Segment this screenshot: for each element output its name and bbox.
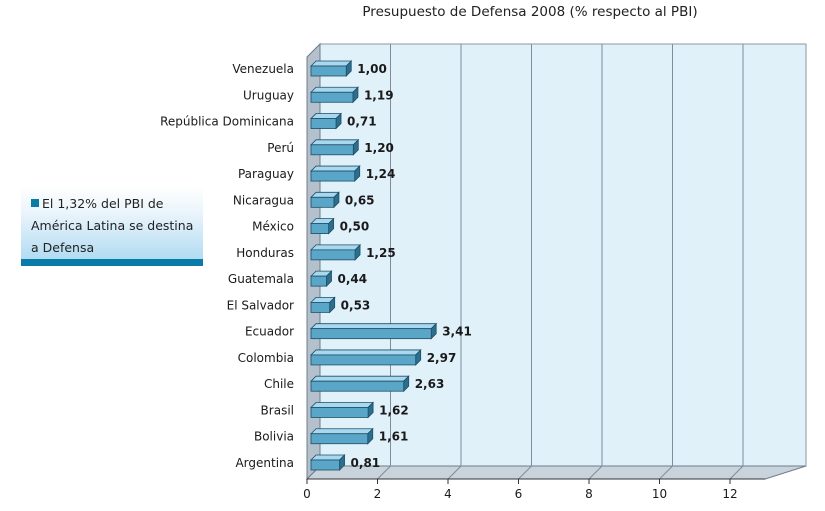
bar: [310, 459, 340, 471]
bar: [310, 275, 327, 287]
x-tick-label: 0: [303, 487, 311, 501]
data-label: 2,97: [427, 351, 457, 365]
bar: [310, 433, 369, 445]
data-label: 3,41: [442, 325, 472, 339]
bar: [310, 196, 335, 208]
bar-top: [310, 402, 375, 408]
x-tick-label: 2: [374, 487, 382, 501]
bar-top: [310, 86, 359, 93]
bar-top: [310, 60, 353, 67]
info-callout-label: El 1,32% del PBI de América Latina se de…: [31, 196, 194, 255]
bar-top: [310, 375, 410, 382]
bar: [310, 91, 354, 103]
bar: [310, 65, 347, 77]
category-label: Brasil: [261, 403, 294, 417]
category-label: Honduras: [236, 246, 294, 260]
bar: [310, 249, 356, 261]
category-label: Uruguay: [243, 88, 294, 102]
bar: [310, 118, 337, 129]
category-label: Colombia: [238, 351, 294, 365]
category-label: México: [252, 220, 294, 234]
data-label: 1,61: [379, 430, 409, 444]
data-label: 1,00: [357, 62, 387, 76]
data-label: 0,53: [341, 298, 371, 312]
bar: [310, 301, 331, 313]
info-callout: El 1,32% del PBI de América Latina se de…: [21, 186, 203, 266]
bar: [310, 354, 417, 366]
category-label: Venezuela: [232, 62, 294, 76]
x-tick-label: 6: [515, 487, 523, 501]
data-label: 1,62: [379, 403, 409, 417]
data-label: 1,25: [366, 246, 396, 260]
category-label: República Dominicana: [160, 115, 294, 129]
category-label: El Salvador: [227, 298, 294, 312]
x-tick-label: 10: [652, 487, 667, 501]
data-label: 0,71: [347, 115, 377, 129]
data-label: 2,63: [415, 377, 445, 391]
chart-title: Presupuesto de Defensa 2008 (% respecto …: [362, 4, 698, 20]
info-callout-text: El 1,32% del PBI de América Latina se de…: [31, 193, 199, 259]
category-label: Argentina: [235, 456, 294, 470]
data-label: 1,20: [364, 141, 394, 155]
bar: [310, 380, 405, 392]
data-label: 0,81: [351, 456, 381, 470]
gridline-floor: [659, 465, 673, 480]
bar-top: [310, 139, 360, 146]
gridline-floor: [588, 465, 603, 480]
bar: [310, 223, 330, 235]
bar: [310, 328, 432, 340]
bar: [310, 407, 369, 418]
plot-floor: [305, 465, 807, 480]
bar: [310, 144, 354, 156]
info-callout-bar: [21, 259, 203, 266]
category-label: Bolivia: [254, 430, 294, 444]
data-label: 1,24: [366, 167, 396, 181]
x-tick-label: 8: [585, 487, 593, 501]
data-label: 1,19: [364, 88, 394, 102]
category-label: Nicaragua: [233, 193, 294, 207]
x-tick-label: 4: [444, 487, 452, 501]
bar-top: [310, 244, 362, 251]
category-label: Chile: [264, 377, 294, 391]
bar: [310, 170, 356, 182]
category-label: Ecuador: [245, 325, 294, 339]
gridline-floor: [729, 465, 744, 480]
gridline-floor: [377, 465, 391, 480]
data-label: 0,44: [338, 272, 368, 286]
data-label: 0,50: [340, 220, 370, 234]
bar-top: [310, 323, 438, 330]
bar-top: [310, 349, 422, 356]
x-tick-label: 12: [722, 487, 737, 501]
gridline-floor: [447, 465, 462, 480]
bar-top: [310, 428, 374, 435]
data-label: 0,65: [345, 193, 375, 207]
legend-square-icon: [31, 199, 39, 207]
plot-back-wall: [319, 43, 807, 467]
bar-top: [310, 165, 361, 172]
bar-top: [310, 454, 346, 461]
category-label: Guatemala: [228, 272, 294, 286]
category-label: Perú: [267, 141, 294, 155]
gridline-floor: [518, 465, 532, 480]
category-label: Paraguay: [238, 167, 294, 181]
